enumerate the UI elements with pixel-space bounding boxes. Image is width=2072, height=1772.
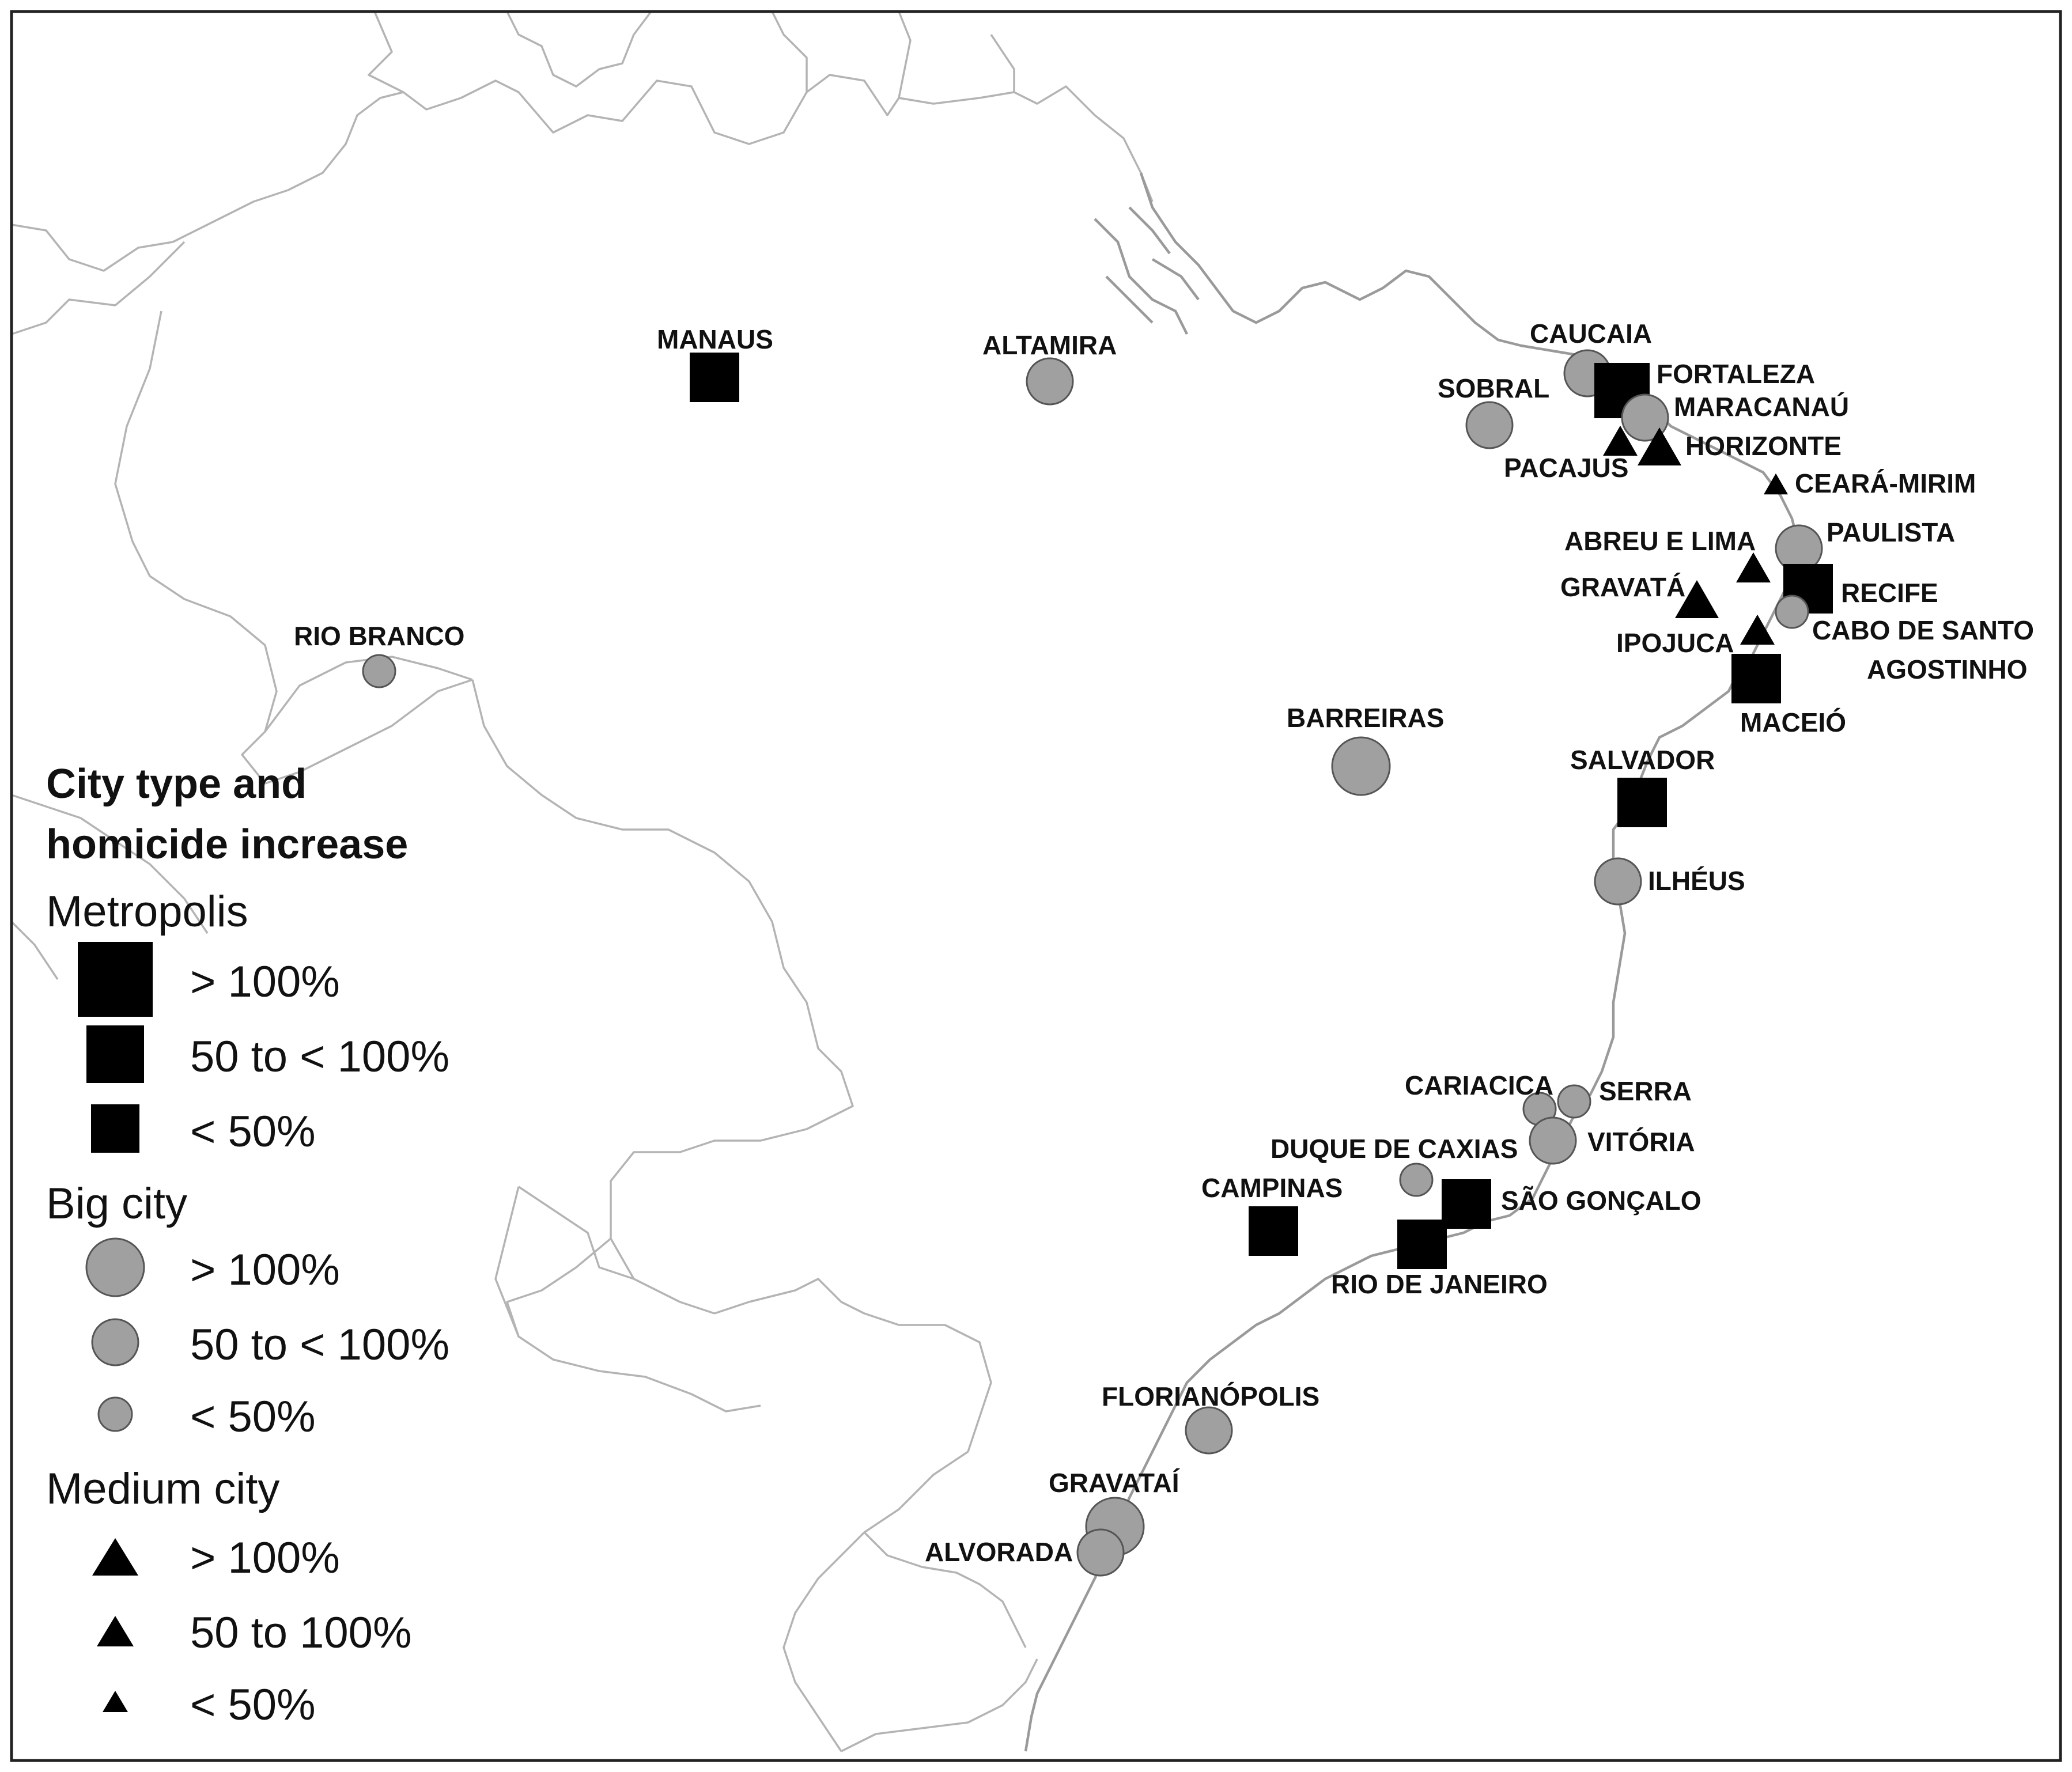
city-marker-square-rio-de-janeiro (1397, 1220, 1447, 1269)
city-label-campinas: CAMPINAS (1201, 1173, 1343, 1203)
legend-circle-large (85, 1237, 145, 1297)
legend-group-metropolis: Metropolis (46, 887, 248, 936)
city-label-abreu-e-lima: ABREU E LIMA (1564, 526, 1756, 556)
city-marker-triangle-pacajus (1603, 425, 1638, 456)
city-marker-circle-altamira (1026, 357, 1074, 406)
city-label-maracanau: MARACANAÚ (1674, 392, 1849, 422)
city-marker-triangle-ipojuca (1740, 614, 1775, 645)
city-label-ipojuca: IPOJUCA (1616, 628, 1734, 658)
city-marker-square-campinas (1249, 1206, 1298, 1256)
city-marker-circle-vitoria (1529, 1116, 1577, 1165)
legend-triangle-small (103, 1691, 128, 1712)
legend-medium-city-item-3: < 50% (190, 1680, 316, 1729)
border-paraguay-brazil (714, 1278, 992, 1452)
legend-metropolis-item-2: 50 to < 100% (190, 1032, 449, 1081)
city-label-florianopolis: FLORIANÓPOLIS (1102, 1381, 1319, 1411)
legend-square-small (91, 1104, 139, 1153)
legend-triangle-medium (97, 1616, 134, 1646)
city-label-fortaleza: FORTALEZA (1657, 359, 1815, 389)
city-marker-circle-sobral (1465, 401, 1514, 449)
city-marker-circle-florianopolis (1185, 1406, 1233, 1455)
city-marker-circle-duque-de-caxias (1399, 1163, 1434, 1197)
border-guyana-suriname (771, 11, 1015, 99)
legend-circle-small (97, 1396, 133, 1432)
city-marker-circle-rio-branco (362, 654, 396, 688)
legend: City type and homicide increase Metropol… (46, 761, 449, 1729)
border-bolivia-brazil (471, 679, 854, 1315)
map-frame (10, 10, 2062, 1762)
city-label-manaus: MANAUS (657, 324, 773, 354)
city-label-salvador: SALVADOR (1570, 745, 1715, 775)
legend-metropolis-item-3: < 50% (190, 1107, 316, 1156)
city-label-cabo-de-santo-agostinho-line1: CABO DE SANTO (1812, 615, 2034, 645)
city-label-cabo-de-santo-agostinho-line2: AGOSTINHO (1867, 654, 2028, 684)
legend-group-big-city: Big city (46, 1179, 187, 1228)
border-uruguay-brazil (863, 1531, 1027, 1648)
city-label-sao-goncalo: SÃO GONÇALO (1501, 1186, 1702, 1216)
city-label-sobral: SOBRAL (1438, 373, 1549, 403)
city-label-rio-branco: RIO BRANCO (294, 621, 464, 651)
border-west-edge (10, 794, 209, 980)
city-label-ilheus: ILHÉUS (1648, 866, 1745, 896)
city-label-recife: RECIFE (1841, 578, 1938, 608)
legend-metropolis-item-1: > 100% (190, 957, 340, 1006)
city-marker-triangle-ceara-mirim (1764, 473, 1788, 495)
legend-big-city-item-2: 50 to < 100% (190, 1320, 449, 1369)
city-marker-circle-barreiras (1331, 736, 1391, 796)
border-venezuela-brazil (368, 11, 1154, 202)
city-marker-circle-maracanau (1621, 393, 1669, 442)
legend-group-medium-city: Medium city (46, 1464, 279, 1513)
legend-big-city-item-3: < 50% (190, 1392, 316, 1441)
city-label-maceio: MACEIÓ (1740, 707, 1846, 737)
city-marker-square-salvador (1617, 778, 1667, 827)
legend-medium-city-item-1: > 100% (190, 1534, 340, 1582)
city-marker-square-manaus (690, 353, 739, 402)
city-label-gravata: GRAVATÁ (1560, 572, 1685, 602)
city-label-pacajus: PACAJUS (1504, 453, 1628, 483)
border-argentina-brazil (782, 1451, 969, 1752)
amazon-delta (1094, 206, 1200, 335)
legend-triangle-large (92, 1538, 138, 1576)
city-label-altamira: ALTAMIRA (982, 330, 1117, 360)
city-marker-triangle-horizonte (1638, 427, 1681, 466)
border-paraguay-argentina (506, 1186, 761, 1413)
border-argentina-chile (494, 1186, 520, 1337)
border-colombia-inner (11, 241, 186, 335)
city-marker-square-sao-goncalo (1442, 1179, 1491, 1229)
border-colombia-peru (11, 91, 404, 272)
country-borders (10, 10, 1154, 1752)
legend-square-medium (86, 1025, 144, 1083)
city-marker-circle-ilheus (1594, 857, 1642, 906)
city-label-serra: SERRA (1599, 1076, 1692, 1106)
city-marker-triangle-gravata (1675, 580, 1719, 619)
legend-title-line2: homicide increase (46, 821, 408, 868)
city-label-duque-de-caxias: DUQUE DE CAXIAS (1271, 1134, 1518, 1164)
city-label-ceara-mirim: CEARÁ-MIRIM (1795, 468, 1976, 498)
city-label-barreiras: BARREIRAS (1287, 703, 1444, 733)
city-label-alvorada: ALVORADA (925, 1537, 1073, 1567)
city-marker-square-maceio (1731, 654, 1781, 703)
border-uruguay-south (841, 1659, 1038, 1752)
city-marker-triangle-abreu-e-lima (1736, 552, 1771, 583)
city-marker-circle-serra (1557, 1084, 1591, 1119)
city-marker-circle-alvorada (1076, 1528, 1125, 1577)
city-label-cariacica: CARIACICA (1405, 1070, 1553, 1100)
legend-title-line1: City type and (46, 761, 307, 807)
legend-medium-city-item-2: 50 to 100% (190, 1608, 412, 1657)
city-label-caucaia: CAUCAIA (1530, 319, 1652, 349)
legend-big-city-item-1: > 100% (190, 1245, 340, 1294)
city-label-gravatai: GRAVATAÍ (1049, 1468, 1180, 1498)
city-label-vitoria: VITÓRIA (1587, 1127, 1695, 1157)
legend-square-large (78, 942, 153, 1017)
city-label-rio-de-janeiro: RIO DE JANEIRO (1331, 1269, 1548, 1299)
city-marker-circle-cabo-de-santo-agostinho (1775, 595, 1809, 629)
city-label-paulista: PAULISTA (1827, 517, 1955, 547)
legend-circle-medium (91, 1318, 139, 1366)
border-peru-brazil (114, 311, 473, 785)
city-label-horizonte: HORIZONTE (1685, 431, 1842, 461)
border-north-venezuela (506, 10, 652, 88)
